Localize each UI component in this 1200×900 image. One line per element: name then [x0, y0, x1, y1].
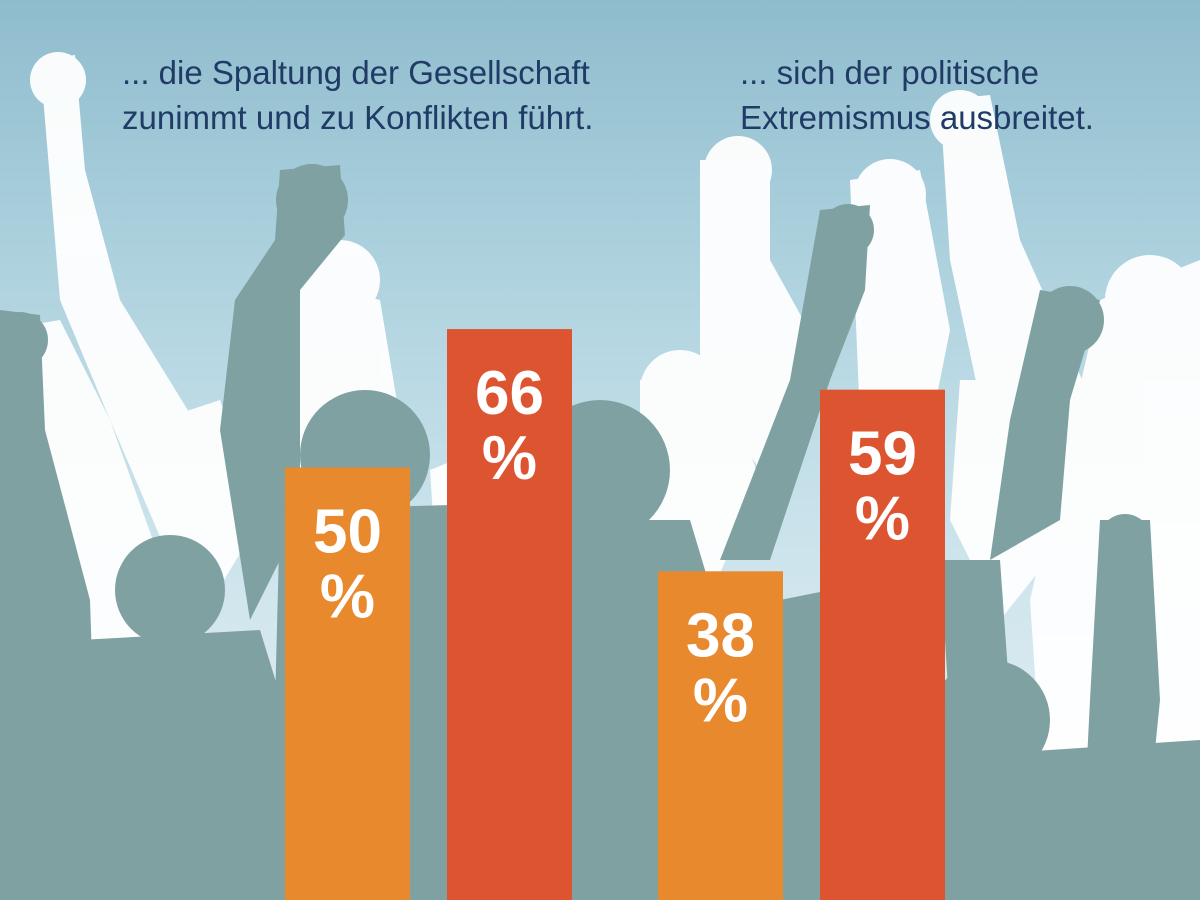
bar-value-label: 50	[313, 498, 382, 567]
group-caption-left-line-2: zunimmt und zu Konflikten führt.	[122, 99, 594, 136]
bar-group-1-bar-2	[447, 329, 572, 900]
bar-group-2-bar-2	[820, 389, 945, 900]
group-caption-right-line-1: ... sich der politische	[740, 54, 1039, 91]
bar-unit-label: %	[855, 485, 910, 554]
group-caption-left-line-1: ... die Spaltung der Gesellschaft	[122, 54, 590, 91]
bar-value-label: 66	[475, 359, 544, 428]
bar-group-1-bar-1	[285, 467, 410, 900]
group-caption-left: ... die Spaltung der Gesellschaft zunimm…	[122, 50, 593, 140]
bar-unit-label: %	[482, 424, 537, 493]
bar-value-label: 38	[686, 601, 755, 670]
bar-value-label: 59	[848, 420, 917, 489]
group-caption-right: ... sich der politische Extremismus ausb…	[740, 50, 1094, 140]
bar-unit-label: %	[320, 563, 375, 632]
group-caption-right-line-2: Extremismus ausbreitet.	[740, 99, 1094, 136]
bar-unit-label: %	[693, 666, 748, 735]
bar-group-2-bar-1	[658, 571, 783, 900]
